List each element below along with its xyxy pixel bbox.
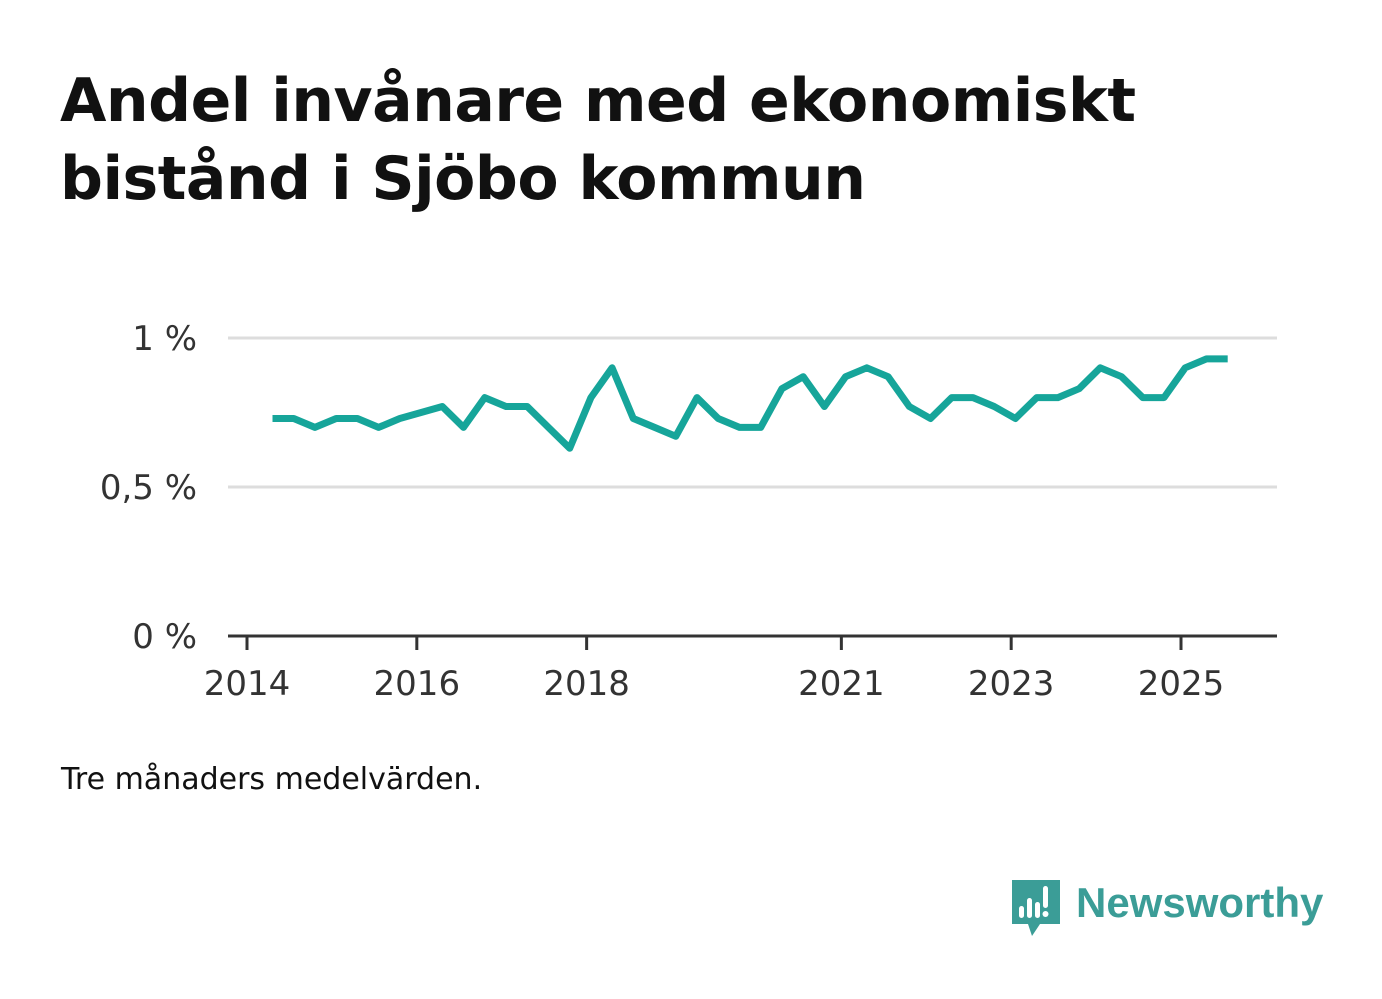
x-tick-label: 2018 — [543, 664, 630, 704]
x-axis-ticks: 2014 2016 2018 2021 2023 2025 — [204, 636, 1225, 704]
y-tick-label: 1 % — [132, 319, 197, 359]
y-tick-label: 0 % — [132, 617, 197, 657]
x-tick-label: 2014 — [204, 664, 291, 704]
chart-note: Tre månaders medelvärden. — [61, 762, 483, 797]
x-tick-label: 2016 — [374, 664, 461, 704]
x-tick-label: 2023 — [968, 664, 1055, 704]
newsworthy-logo: Newsworthy — [1010, 878, 1323, 940]
grid-lines — [228, 336, 1277, 489]
x-tick-label: 2021 — [798, 664, 885, 704]
newsworthy-bar-chart-icon — [1012, 880, 1060, 936]
y-axis-labels: 0 % 0,5 % 1 % — [100, 319, 197, 657]
brand-name: Newsworthy — [1076, 879, 1324, 926]
series-lines — [272, 355, 1228, 452]
y-tick-label: 0,5 % — [100, 468, 197, 508]
series-line — [272, 355, 1228, 452]
x-tick-label: 2025 — [1138, 664, 1225, 704]
chart-title: Andel invånare med ekonomiskt bistånd i … — [60, 66, 1136, 214]
